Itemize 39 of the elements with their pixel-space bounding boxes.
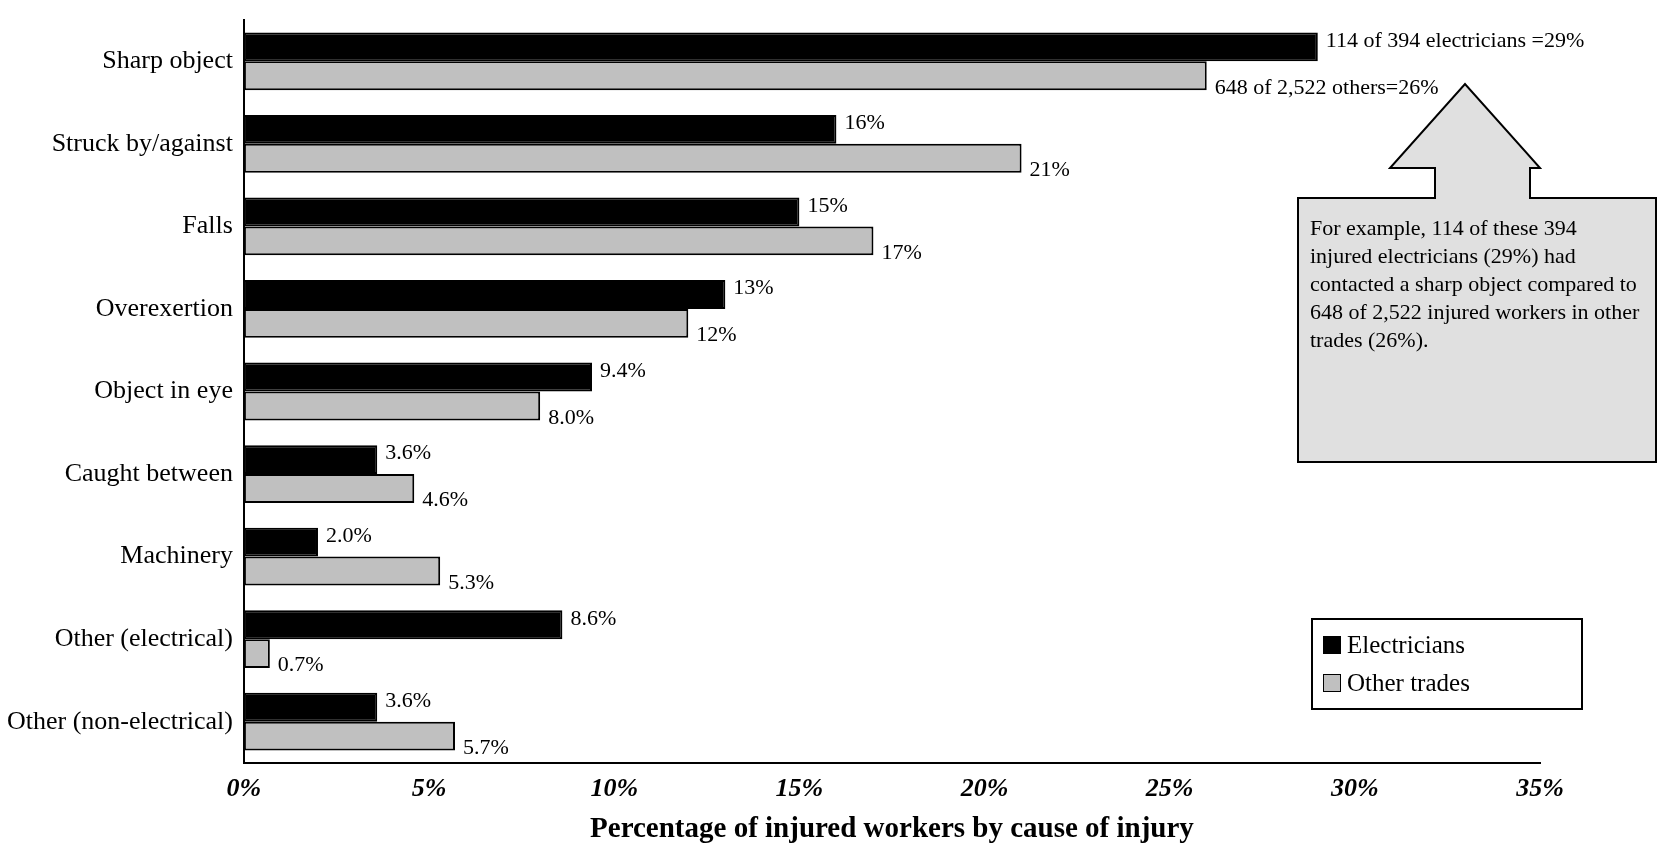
- data-label: 0.7%: [277, 651, 324, 677]
- y-tick-label: Falls: [182, 210, 233, 240]
- x-tick-label: 25%: [1144, 773, 1194, 803]
- data-label: 13%: [733, 274, 774, 300]
- data-label: 5.3%: [448, 568, 495, 594]
- data-label: 5.7%: [463, 733, 509, 759]
- legend-label: Other trades: [1347, 669, 1470, 697]
- data-label: 16%: [844, 109, 885, 135]
- data-label: 114 of 394 electricians =29%: [1325, 26, 1585, 52]
- y-tick-label: Other (electrical): [54, 622, 233, 652]
- data-label: 17%: [881, 238, 922, 264]
- y-tick-label: Object in eye: [94, 375, 233, 405]
- x-tick-label: 30%: [1330, 773, 1379, 803]
- data-label: 3.6%: [385, 687, 432, 713]
- x-tick-label: 20%: [959, 773, 1009, 803]
- data-label: 12%: [696, 321, 737, 347]
- annotation: For example, 114 of these 394 injured electricians (29%) had contacted a sharp object compared to 648 of 2,522 injured workers in other trades (26%).: [1310, 214, 1640, 354]
- y-tick-label: Overexertion: [95, 292, 233, 322]
- x-tick-label: 0%: [226, 773, 262, 803]
- data-label: 4.6%: [422, 486, 469, 512]
- x-tick-label: 5%: [411, 773, 447, 803]
- data-label: 3.6%: [385, 439, 432, 465]
- x-axis-title: Percentage of injured workers by cause of injury: [590, 811, 1195, 844]
- legend-label: Electricians: [1347, 631, 1465, 659]
- data-label: 15%: [807, 191, 848, 217]
- data-label: 21%: [1029, 156, 1070, 182]
- y-tick-label: Sharp object: [102, 45, 234, 75]
- x-tick-label: 15%: [775, 773, 824, 803]
- data-label: 8.0%: [548, 403, 594, 429]
- x-tick-label: 35%: [1515, 773, 1564, 803]
- data-label: 2.0%: [325, 521, 372, 547]
- x-tick-label: 10%: [590, 773, 639, 803]
- y-tick-label: Struck by/against: [51, 127, 234, 157]
- y-tick-label: Caught between: [64, 457, 233, 487]
- data-label: 8.6%: [570, 604, 617, 630]
- data-label: 648 of 2,522 others=26%: [1214, 73, 1439, 99]
- y-tick-label: Other (non-electrical): [6, 705, 233, 735]
- data-label: 9.4%: [600, 356, 646, 382]
- y-tick-label: Machinery: [120, 540, 233, 570]
